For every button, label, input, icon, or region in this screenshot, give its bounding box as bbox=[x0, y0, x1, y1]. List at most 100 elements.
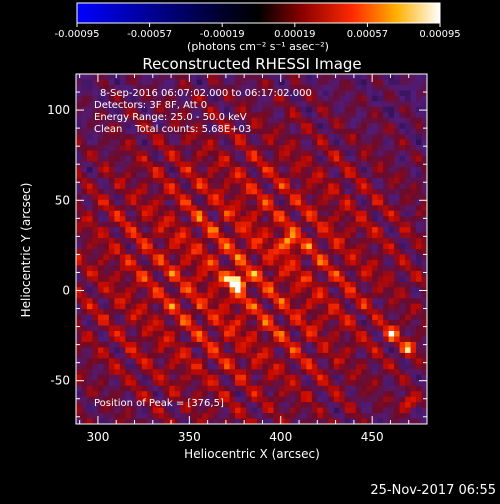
image-pixel bbox=[306, 199, 313, 206]
y-tick-label: 50 bbox=[55, 193, 70, 207]
image-pixel bbox=[158, 402, 165, 408]
image-pixel bbox=[97, 331, 104, 337]
image-pixel bbox=[399, 161, 406, 168]
image-pixel bbox=[114, 265, 121, 272]
image-pixel bbox=[317, 177, 324, 184]
image-pixel bbox=[125, 139, 132, 146]
image-pixel bbox=[147, 183, 154, 190]
image-pixel bbox=[207, 123, 214, 130]
image-pixel bbox=[388, 106, 395, 113]
image-pixel bbox=[416, 112, 422, 119]
image-pixel bbox=[273, 74, 280, 80]
image-pixel bbox=[295, 134, 302, 141]
image-pixel bbox=[240, 413, 247, 419]
image-pixel bbox=[119, 232, 126, 239]
image-pixel bbox=[81, 413, 88, 419]
image-pixel bbox=[114, 391, 121, 398]
image-pixel bbox=[251, 199, 258, 206]
image-pixel bbox=[191, 74, 198, 80]
image-pixel bbox=[405, 177, 411, 184]
image-pixel bbox=[141, 298, 148, 305]
image-pixel bbox=[366, 298, 373, 305]
image-pixel bbox=[163, 325, 170, 332]
image-pixel bbox=[333, 90, 340, 97]
image-pixel bbox=[388, 369, 395, 376]
image-pixel bbox=[163, 385, 170, 392]
image-pixel bbox=[355, 374, 362, 381]
image-pixel bbox=[229, 95, 236, 102]
image-pixel bbox=[196, 309, 203, 316]
image-pixel bbox=[377, 331, 384, 337]
image-pixel bbox=[333, 134, 340, 141]
image-pixel bbox=[350, 123, 357, 130]
image-pixel bbox=[185, 259, 192, 266]
image-pixel bbox=[185, 232, 192, 239]
image-pixel bbox=[86, 106, 93, 113]
image-pixel bbox=[300, 166, 307, 173]
image-pixel bbox=[202, 287, 209, 294]
image-pixel bbox=[108, 205, 115, 212]
image-pixel bbox=[333, 177, 340, 184]
image-pixel bbox=[81, 150, 88, 157]
image-pixel bbox=[262, 413, 269, 419]
image-pixel bbox=[377, 320, 384, 326]
image-pixel bbox=[141, 117, 148, 124]
image-pixel bbox=[218, 265, 225, 272]
image-pixel bbox=[92, 128, 99, 135]
image-pixel bbox=[333, 254, 340, 261]
image-pixel bbox=[262, 232, 269, 239]
image-pixel bbox=[213, 95, 219, 102]
image-pixel bbox=[108, 238, 115, 244]
image-pixel bbox=[377, 396, 384, 403]
image-pixel bbox=[147, 221, 154, 228]
image-pixel bbox=[328, 128, 335, 135]
image-pixel bbox=[169, 84, 176, 91]
image-pixel bbox=[339, 238, 346, 244]
image-pixel bbox=[246, 210, 252, 217]
image-pixel bbox=[81, 227, 88, 233]
image-pixel bbox=[125, 172, 132, 179]
image-pixel bbox=[289, 249, 296, 255]
image-pixel bbox=[246, 265, 252, 272]
image-pixel bbox=[256, 292, 263, 299]
image-pixel bbox=[372, 172, 379, 179]
image-pixel bbox=[306, 117, 313, 124]
image-pixel bbox=[92, 112, 99, 119]
image-pixel bbox=[361, 303, 368, 310]
image-pixel bbox=[246, 128, 252, 135]
image-pixel bbox=[185, 396, 192, 403]
image-pixel bbox=[306, 177, 313, 184]
image-pixel bbox=[421, 84, 427, 91]
image-pixel bbox=[267, 407, 274, 414]
image-pixel bbox=[405, 385, 411, 392]
image-pixel bbox=[416, 172, 422, 179]
image-pixel bbox=[163, 145, 170, 151]
image-pixel bbox=[377, 276, 384, 283]
image-pixel bbox=[169, 265, 176, 272]
image-pixel bbox=[92, 292, 99, 299]
image-pixel bbox=[86, 134, 93, 141]
image-pixel bbox=[240, 216, 247, 223]
image-pixel bbox=[108, 413, 115, 419]
image-pixel bbox=[251, 112, 258, 119]
image-pixel bbox=[295, 276, 302, 283]
image-pixel bbox=[295, 128, 302, 135]
image-pixel bbox=[388, 270, 395, 277]
image-pixel bbox=[284, 90, 291, 97]
image-pixel bbox=[405, 134, 411, 141]
image-pixel bbox=[97, 183, 104, 190]
image-pixel bbox=[240, 238, 247, 244]
image-pixel bbox=[103, 134, 110, 141]
image-pixel bbox=[235, 341, 241, 348]
image-pixel bbox=[284, 128, 291, 135]
image-pixel bbox=[311, 254, 318, 261]
image-pixel bbox=[410, 139, 417, 146]
image-pixel bbox=[322, 243, 329, 250]
image-pixel bbox=[333, 112, 340, 119]
image-pixel bbox=[169, 292, 176, 299]
image-pixel bbox=[174, 407, 181, 414]
image-pixel bbox=[240, 320, 247, 326]
image-pixel bbox=[229, 380, 236, 387]
image-pixel bbox=[76, 90, 82, 97]
image-pixel bbox=[114, 188, 121, 195]
